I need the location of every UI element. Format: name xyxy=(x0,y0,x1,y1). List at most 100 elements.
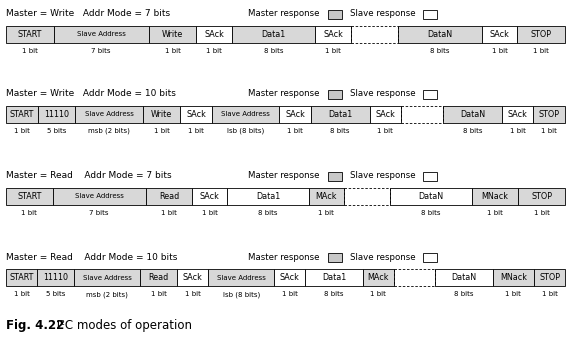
Text: START: START xyxy=(10,110,34,119)
Text: SAck: SAck xyxy=(375,110,395,119)
Bar xyxy=(196,26,232,43)
Bar xyxy=(279,106,310,123)
Bar xyxy=(310,106,370,123)
Text: 1 bit: 1 bit xyxy=(202,210,218,216)
Text: I²C modes of operation: I²C modes of operation xyxy=(53,319,192,332)
Bar xyxy=(75,106,143,123)
Bar xyxy=(363,269,394,286)
Bar xyxy=(493,269,534,286)
Text: Data1: Data1 xyxy=(262,30,286,39)
Text: 1 bit: 1 bit xyxy=(370,291,386,297)
Text: DataN: DataN xyxy=(460,110,485,119)
Bar xyxy=(74,269,140,286)
Bar xyxy=(328,9,342,18)
Bar xyxy=(423,9,437,18)
Text: 8 bits: 8 bits xyxy=(324,291,344,297)
Bar xyxy=(435,269,493,286)
Bar xyxy=(208,269,274,286)
Text: 8 bits: 8 bits xyxy=(463,128,482,134)
Text: Slave Address: Slave Address xyxy=(76,32,125,38)
Text: 1 bit: 1 bit xyxy=(505,291,522,297)
Text: 8 bits: 8 bits xyxy=(421,210,441,216)
Text: 5 bits: 5 bits xyxy=(47,128,66,134)
Text: 1 bit: 1 bit xyxy=(22,48,38,54)
Text: 1 bit: 1 bit xyxy=(533,48,549,54)
Text: Slave Address: Slave Address xyxy=(217,275,266,280)
Bar xyxy=(423,172,437,181)
Text: Write: Write xyxy=(162,30,183,39)
Text: MAck: MAck xyxy=(367,273,389,282)
Text: DataN: DataN xyxy=(451,273,477,282)
Text: MNack: MNack xyxy=(500,273,527,282)
Text: Master response: Master response xyxy=(248,89,320,98)
Bar xyxy=(149,26,196,43)
Bar xyxy=(398,26,482,43)
Text: Slave Address: Slave Address xyxy=(83,275,132,280)
Text: START: START xyxy=(17,192,41,201)
Text: 7 bits: 7 bits xyxy=(91,48,111,54)
Bar xyxy=(519,188,565,205)
Text: 1 bit: 1 bit xyxy=(161,210,177,216)
Text: DataN: DataN xyxy=(419,192,444,201)
Bar xyxy=(274,269,305,286)
Bar xyxy=(212,106,279,123)
Text: msb (2 bits): msb (2 bits) xyxy=(88,128,130,134)
Text: SAck: SAck xyxy=(285,110,305,119)
Bar xyxy=(143,106,181,123)
Bar xyxy=(53,26,149,43)
Bar xyxy=(52,188,145,205)
Text: Read: Read xyxy=(148,273,169,282)
Text: 1 bit: 1 bit xyxy=(541,128,557,134)
Bar xyxy=(305,269,363,286)
Text: 11110: 11110 xyxy=(44,110,69,119)
Bar xyxy=(472,188,519,205)
Text: SAck: SAck xyxy=(323,30,343,39)
Text: Data1: Data1 xyxy=(322,273,346,282)
Bar xyxy=(145,188,192,205)
Text: 1 bit: 1 bit xyxy=(510,128,526,134)
Bar xyxy=(192,188,227,205)
Text: 1 bit: 1 bit xyxy=(542,291,558,297)
Text: 1 bit: 1 bit xyxy=(21,210,37,216)
Text: Slave response: Slave response xyxy=(350,172,416,181)
Text: 1 bit: 1 bit xyxy=(325,48,341,54)
Bar xyxy=(328,253,342,261)
Text: 1 bit: 1 bit xyxy=(492,48,508,54)
Text: 1 bit: 1 bit xyxy=(377,128,393,134)
Bar xyxy=(370,106,401,123)
Bar xyxy=(6,26,53,43)
Text: SAck: SAck xyxy=(490,30,509,39)
Bar xyxy=(6,188,52,205)
Text: 1 bit: 1 bit xyxy=(487,210,503,216)
Text: Master response: Master response xyxy=(248,172,320,181)
Text: 1 bit: 1 bit xyxy=(287,128,303,134)
Text: 1 bit: 1 bit xyxy=(14,291,29,297)
Bar xyxy=(482,26,518,43)
Text: DataN: DataN xyxy=(428,30,453,39)
Text: 8 bits: 8 bits xyxy=(258,210,278,216)
Text: SAck: SAck xyxy=(183,273,202,282)
Text: STOP: STOP xyxy=(539,110,559,119)
Text: Fig. 4.22: Fig. 4.22 xyxy=(6,319,64,332)
Text: MAck: MAck xyxy=(316,192,337,201)
Text: Master response: Master response xyxy=(248,253,320,261)
Text: 1 bit: 1 bit xyxy=(154,128,170,134)
Bar xyxy=(502,106,534,123)
Text: 8 bits: 8 bits xyxy=(454,291,474,297)
Text: 1 bit: 1 bit xyxy=(206,48,222,54)
Bar xyxy=(328,172,342,181)
Text: STOP: STOP xyxy=(531,192,552,201)
Bar xyxy=(443,106,502,123)
Text: 1 bit: 1 bit xyxy=(185,291,201,297)
Bar xyxy=(390,188,472,205)
Text: MNack: MNack xyxy=(482,192,509,201)
Text: 1 bit: 1 bit xyxy=(282,291,298,297)
Bar xyxy=(518,26,565,43)
Text: START: START xyxy=(18,30,42,39)
Text: SAck: SAck xyxy=(279,273,300,282)
Text: STOP: STOP xyxy=(539,273,560,282)
Text: 8 bits: 8 bits xyxy=(331,128,350,134)
Bar xyxy=(6,269,37,286)
Bar xyxy=(534,269,565,286)
Text: 8 bits: 8 bits xyxy=(264,48,283,54)
